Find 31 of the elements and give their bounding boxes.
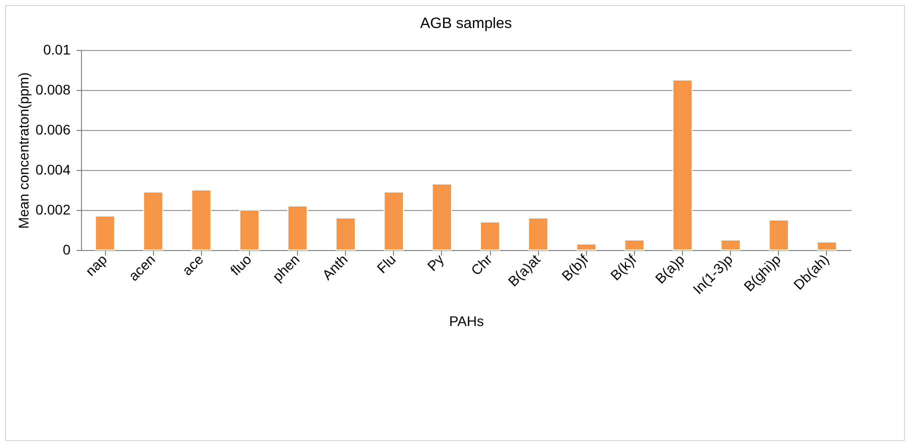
bar: [576, 244, 596, 250]
x-tick-label: Chr: [468, 250, 496, 278]
bar: [94, 216, 116, 250]
bar: [239, 210, 260, 250]
bar: [768, 220, 789, 250]
bar: [480, 222, 500, 250]
chart-title: AGB samples: [420, 15, 512, 32]
bar: [528, 218, 548, 250]
x-tick-label: Flu: [374, 251, 399, 276]
x-tick-label: Py: [424, 251, 447, 274]
x-tick-label: nap: [82, 250, 110, 279]
bar: [336, 218, 356, 250]
bar: [384, 192, 404, 250]
bar: [672, 80, 693, 250]
y-tick-label: 0.008: [35, 82, 71, 98]
bar: [816, 242, 838, 250]
x-axis-title: PAHs: [449, 313, 484, 330]
y-tick-label: 0.01: [43, 42, 71, 58]
y-tick-label: 0.002: [35, 202, 71, 218]
y-tick-label: 0.004: [35, 162, 71, 178]
x-tick-label: fluo: [227, 250, 255, 278]
bar: [720, 240, 741, 250]
bar: [143, 192, 164, 250]
y-axis-title: Mean concentraton(ppm): [15, 72, 32, 229]
bar: [624, 240, 645, 250]
y-tick-label: 0: [62, 242, 71, 258]
bar: [191, 190, 212, 250]
x-tick-label: ace: [178, 250, 206, 278]
bar: [432, 184, 452, 250]
bar: [287, 206, 308, 250]
y-tick-label: 0.006: [35, 122, 71, 138]
